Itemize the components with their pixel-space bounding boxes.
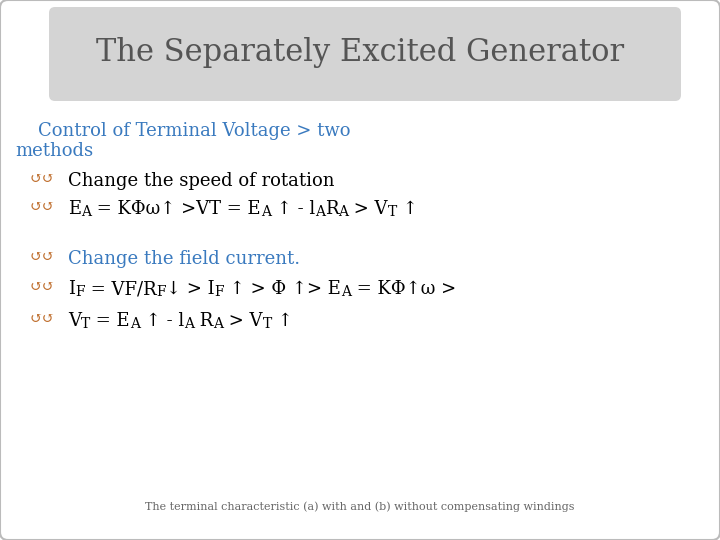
Text: R: R: [194, 312, 213, 330]
Text: Change the speed of rotation: Change the speed of rotation: [68, 172, 335, 190]
Text: T: T: [388, 205, 397, 219]
Text: E: E: [68, 200, 81, 218]
Text: ↑: ↑: [397, 200, 418, 218]
Text: F: F: [75, 285, 85, 299]
Text: = E: = E: [90, 312, 130, 330]
Text: ↑ > Φ ↑> E: ↑ > Φ ↑> E: [224, 280, 341, 298]
Text: = KΦω↑ >VT = E: = KΦω↑ >VT = E: [91, 200, 261, 218]
Text: A: A: [184, 317, 194, 331]
Text: I: I: [68, 280, 75, 298]
Text: T: T: [263, 317, 272, 331]
Text: ↺↺: ↺↺: [30, 200, 55, 214]
FancyBboxPatch shape: [49, 7, 681, 101]
Text: methods: methods: [15, 142, 93, 160]
Text: A: A: [130, 317, 140, 331]
Text: F: F: [156, 285, 166, 299]
Text: ↑ - l: ↑ - l: [271, 200, 315, 218]
Text: F: F: [215, 285, 224, 299]
Text: A: A: [261, 205, 271, 219]
Text: The terminal characteristic (a) with and (b) without compensating windings: The terminal characteristic (a) with and…: [145, 502, 575, 512]
Text: T: T: [81, 317, 90, 331]
Text: > V: > V: [223, 312, 263, 330]
Text: ↺↺: ↺↺: [30, 250, 55, 264]
Text: Change the field current.: Change the field current.: [68, 250, 300, 268]
Text: V: V: [68, 312, 81, 330]
Text: A: A: [81, 205, 91, 219]
Text: ↺↺: ↺↺: [30, 312, 55, 326]
Text: ↺↺: ↺↺: [30, 172, 55, 186]
Text: = VF/R: = VF/R: [85, 280, 156, 298]
Text: R: R: [325, 200, 338, 218]
Text: A: A: [213, 317, 223, 331]
Text: ↺↺: ↺↺: [30, 280, 55, 294]
Text: ↓ > I: ↓ > I: [166, 280, 215, 298]
Text: A: A: [315, 205, 325, 219]
Text: > V: > V: [348, 200, 388, 218]
Text: A: A: [341, 285, 351, 299]
Text: ↑: ↑: [272, 312, 293, 330]
Text: A: A: [338, 205, 348, 219]
Text: = KΦ↑ω >: = KΦ↑ω >: [351, 280, 456, 298]
Text: ↑ - l: ↑ - l: [140, 312, 184, 330]
Text: Control of Terminal Voltage > two: Control of Terminal Voltage > two: [15, 122, 351, 140]
Text: The Separately Excited Generator: The Separately Excited Generator: [96, 37, 624, 68]
